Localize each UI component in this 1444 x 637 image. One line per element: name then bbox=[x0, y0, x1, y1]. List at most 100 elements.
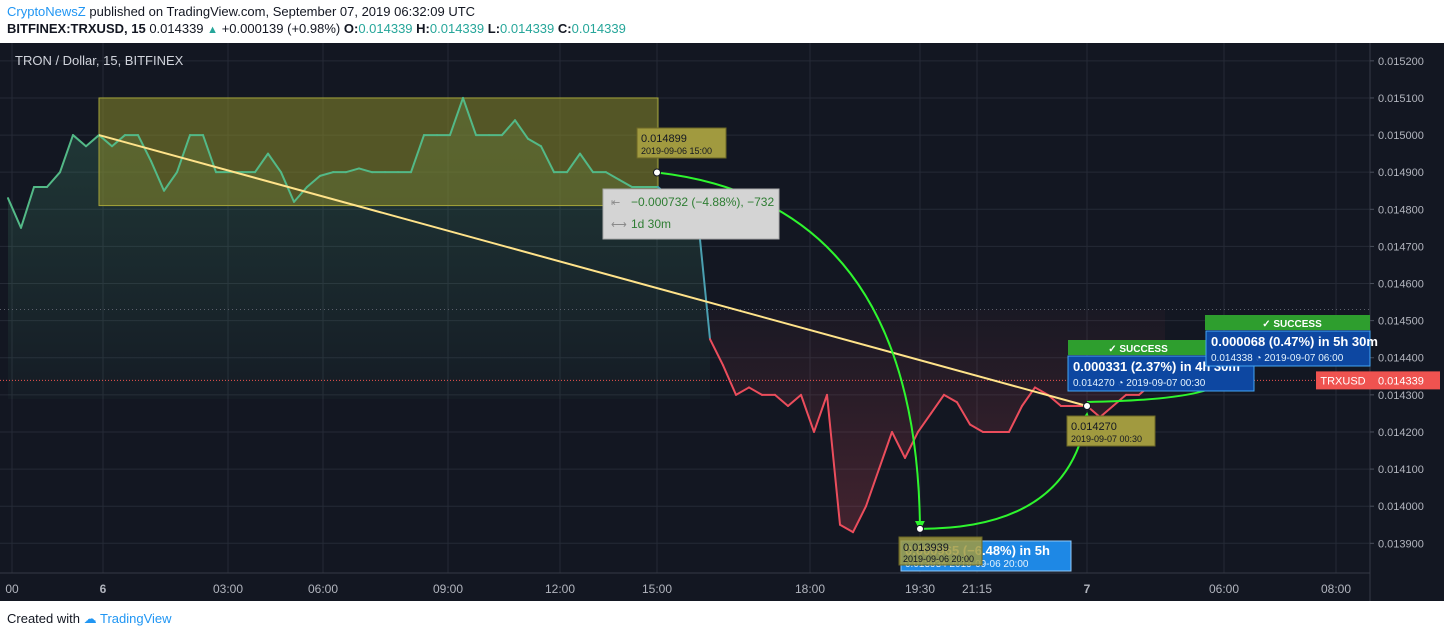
price-segment bbox=[839, 523, 854, 534]
low-label: L: bbox=[487, 21, 501, 36]
price-segment bbox=[878, 430, 893, 471]
price-label-top[interactable] bbox=[636, 127, 727, 159]
measure-change-text: −0.000732 (−4.88%), −732 bbox=[631, 195, 774, 209]
x-tick-label: 12:00 bbox=[545, 582, 575, 596]
measure-tooltip[interactable] bbox=[602, 188, 780, 240]
price-segment bbox=[709, 338, 724, 367]
price-segment bbox=[956, 401, 971, 426]
price-segment bbox=[891, 430, 906, 459]
x-tick-label: 08:00 bbox=[1321, 582, 1351, 596]
price-segment bbox=[605, 171, 620, 181]
price-segment bbox=[774, 393, 789, 407]
price-segment bbox=[150, 160, 165, 192]
arrow-down-projection[interactable] bbox=[656, 171, 925, 531]
highlight-rectangle[interactable] bbox=[98, 97, 659, 207]
price-segment bbox=[930, 393, 945, 415]
price-segment bbox=[618, 178, 633, 189]
high-value: 0.014339 bbox=[429, 21, 485, 36]
tradingview-link[interactable]: TradingView bbox=[100, 611, 172, 626]
price-segment bbox=[306, 174, 321, 189]
x-tick-label: 6 bbox=[100, 582, 107, 596]
price-segment bbox=[748, 386, 763, 396]
symbol-name: BITFINEX:TRXUSD, 15 bbox=[7, 21, 146, 36]
price-segment bbox=[449, 96, 464, 137]
price-label-top-value: 0.014899 bbox=[641, 133, 687, 145]
price-segment bbox=[943, 393, 958, 404]
price-label-mid[interactable] bbox=[1066, 415, 1156, 447]
price-segment bbox=[735, 386, 750, 396]
price-segment bbox=[722, 364, 737, 396]
price-segment bbox=[410, 134, 425, 174]
price-segment bbox=[852, 505, 867, 534]
price-segment bbox=[267, 152, 282, 174]
chart-title: TRON / Dollar, 15, BITFINEX bbox=[15, 53, 184, 68]
price-segment bbox=[7, 197, 22, 229]
x-tick-label: 06:00 bbox=[308, 582, 338, 596]
price-segment bbox=[46, 171, 61, 189]
price-segment bbox=[1008, 404, 1023, 433]
prediction-label-high[interactable] bbox=[1205, 330, 1371, 367]
footer: Created with ☁ TradingView bbox=[7, 611, 172, 627]
publish-line: CryptoNewsZ published on TradingView.com… bbox=[7, 4, 475, 19]
anchor-point[interactable] bbox=[653, 168, 661, 177]
x-tick-label: 21:15 bbox=[962, 582, 992, 596]
close-value: 0.014339 bbox=[571, 21, 626, 36]
price-segment bbox=[566, 152, 581, 174]
close-label: C: bbox=[557, 21, 572, 36]
created-with-text: Created with bbox=[7, 611, 80, 626]
anchor-point[interactable] bbox=[1083, 401, 1091, 410]
price-segment bbox=[904, 430, 919, 459]
price-segment bbox=[163, 171, 178, 192]
anchor-point[interactable] bbox=[916, 524, 924, 533]
price-segment bbox=[540, 145, 555, 174]
price-chart[interactable]: 0.015200 0.015100 0.015000 0.014900 0.014800… bbox=[0, 43, 1444, 601]
price-segment bbox=[293, 186, 308, 203]
highlight-rect-shape[interactable] bbox=[98, 97, 659, 207]
y-tick-label: 0.015100 bbox=[1378, 93, 1424, 105]
y-tick-label: 0.014600 bbox=[1378, 279, 1424, 291]
y-tick-label: 0.014500 bbox=[1378, 316, 1424, 328]
success-badge-3[interactable] bbox=[1205, 315, 1370, 330]
price-segment bbox=[319, 171, 334, 177]
success-badge-3-text: ✓ SUCCESS bbox=[1262, 319, 1322, 330]
current-price-tag-text: 0.014339 bbox=[1378, 375, 1424, 387]
x-tick-label: 00 bbox=[5, 582, 19, 596]
price-label-low-time: 2019-09-06 20:00 bbox=[903, 554, 974, 564]
price-segment bbox=[969, 423, 984, 433]
prediction-mid-main: 0.000331 (2.37%) in 4h 30m bbox=[1073, 359, 1240, 374]
duration-icon: ⟷ bbox=[611, 219, 627, 231]
symbol-line: BITFINEX:TRXUSD, 15 0.014339 ▲ +0.000139… bbox=[7, 21, 626, 36]
price-segment bbox=[579, 152, 594, 174]
y-tick-label: 0.014300 bbox=[1378, 390, 1424, 402]
y-tick-label: 0.014900 bbox=[1378, 167, 1424, 179]
low-value: 0.014339 bbox=[500, 21, 555, 36]
prediction-high-main: 0.000068 (0.47%) in 5h 30m bbox=[1211, 334, 1378, 349]
price-segment bbox=[800, 393, 815, 433]
price-segment bbox=[514, 119, 529, 140]
brand-link[interactable]: CryptoNewsZ bbox=[7, 4, 86, 19]
trend-line[interactable] bbox=[98, 134, 1088, 407]
success-badge-2[interactable] bbox=[1068, 340, 1208, 355]
price-label-mid-time: 2019-09-07 00:30 bbox=[1071, 434, 1142, 444]
price-segment bbox=[254, 152, 269, 174]
x-tick-label: 09:00 bbox=[433, 582, 463, 596]
price-segment bbox=[85, 134, 100, 148]
x-tick-label: 03:00 bbox=[213, 582, 243, 596]
price-segment bbox=[501, 119, 516, 137]
price-label-top-time: 2019-09-06 15:00 bbox=[641, 146, 712, 156]
x-tick-label: 06:00 bbox=[1209, 582, 1239, 596]
trend-line-shape[interactable] bbox=[98, 134, 1088, 407]
high-label: H: bbox=[416, 21, 430, 36]
price-label-low[interactable] bbox=[898, 536, 983, 566]
price-segment bbox=[527, 137, 542, 148]
x-tick-label: 7 bbox=[1084, 582, 1091, 596]
x-tick-label: 19:30 bbox=[905, 582, 935, 596]
price-label-mid-value: 0.014270 bbox=[1071, 421, 1117, 433]
y-tick-label: 0.014800 bbox=[1378, 204, 1424, 216]
prediction-mid-sub: 0.014270 ◔ 2019-09-07 00:30 bbox=[1073, 378, 1206, 389]
success-badge-2-text: ✓ SUCCESS bbox=[1108, 344, 1168, 355]
measure-duration-text: 1d 30m bbox=[631, 217, 671, 231]
price-change: +0.000139 (+0.98%) bbox=[221, 21, 341, 36]
y-tick-label: 0.014400 bbox=[1378, 353, 1424, 365]
